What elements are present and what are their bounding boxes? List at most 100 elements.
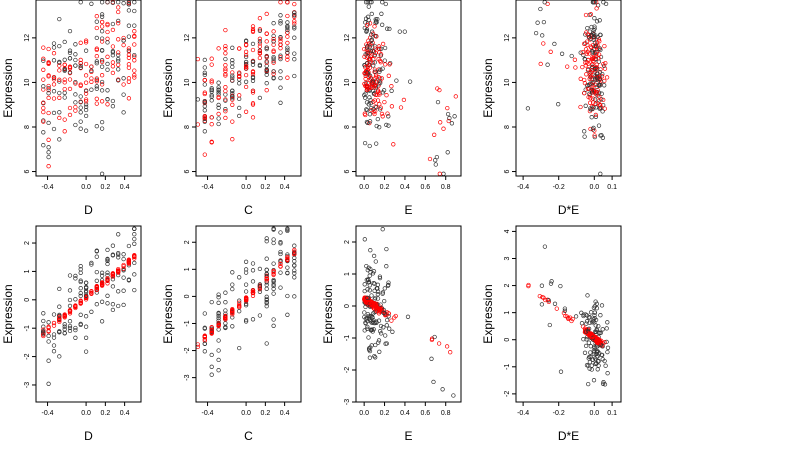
grey-point — [592, 16, 597, 21]
red-point — [67, 77, 73, 82]
grey-point — [591, 32, 596, 37]
red-point — [126, 62, 132, 67]
grey-point — [46, 85, 51, 91]
grey-point — [78, 286, 83, 291]
red-point — [223, 85, 228, 90]
grey-point — [250, 317, 256, 322]
grey-point — [364, 107, 369, 112]
red-point — [126, 79, 132, 84]
grey-point — [394, 78, 399, 83]
red-point — [121, 82, 126, 87]
red-point — [593, 67, 598, 73]
grey-point — [243, 282, 249, 287]
red-point — [41, 333, 46, 339]
red-point — [94, 54, 99, 59]
grey-point — [216, 121, 221, 127]
grey-point — [562, 308, 568, 313]
red-point — [362, 46, 367, 52]
grey-point — [46, 154, 51, 160]
red-point — [603, 60, 608, 66]
grey-point — [46, 145, 51, 150]
grey-point — [41, 324, 46, 329]
red-point — [132, 254, 137, 259]
red-point — [278, 264, 283, 269]
x-tick-label: -0.4 — [42, 184, 54, 191]
red-point — [67, 66, 73, 71]
x-tick-label: 0.1 — [607, 184, 617, 191]
grey-point — [223, 321, 228, 326]
red-point — [99, 39, 105, 44]
red-point — [237, 300, 242, 305]
grey-point — [605, 320, 610, 325]
grey-point — [202, 57, 207, 63]
red-point — [209, 115, 214, 120]
grey-point — [542, 0, 547, 5]
grey-point — [243, 59, 249, 65]
y-tick-label: -2 — [504, 391, 511, 397]
grey-point — [598, 171, 603, 176]
y-tick-label: 12 — [184, 34, 191, 42]
red-point — [548, 49, 553, 54]
grey-point — [78, 119, 83, 124]
grey-point — [83, 293, 89, 298]
grey-point — [57, 286, 62, 292]
red-point — [83, 91, 89, 96]
red-point — [94, 14, 99, 19]
grey-point — [257, 289, 263, 294]
grey-point — [432, 334, 437, 340]
grey-point — [223, 300, 228, 305]
red-point — [584, 51, 590, 56]
red-point — [83, 38, 89, 43]
red-point — [99, 59, 105, 65]
grey-point — [46, 120, 51, 126]
grey-point — [587, 359, 593, 365]
grey-point — [202, 349, 207, 354]
grey-point — [57, 16, 62, 22]
red-point — [292, 14, 297, 19]
grey-point — [383, 333, 388, 338]
grey-point — [271, 279, 276, 284]
grey-point — [384, 246, 389, 252]
red-point — [132, 33, 137, 39]
x-axis-title: D*E — [558, 203, 579, 217]
grey-point — [362, 288, 367, 294]
grey-point — [586, 340, 592, 345]
grey-point — [105, 61, 110, 67]
red-point — [578, 104, 583, 110]
y-tick-label: 6 — [24, 169, 31, 173]
grey-point — [547, 322, 552, 328]
red-point — [46, 164, 51, 169]
grey-point — [121, 76, 126, 81]
grey-point — [230, 96, 235, 101]
grey-point — [83, 314, 89, 319]
red-point — [389, 104, 395, 109]
red-point — [46, 110, 51, 116]
grey-point — [380, 22, 385, 27]
red-point — [230, 97, 235, 102]
grey-point — [368, 314, 373, 319]
red-point — [216, 94, 221, 100]
grey-point — [376, 338, 382, 343]
red-point — [132, 54, 137, 59]
grey-point — [588, 354, 593, 359]
red-point — [285, 54, 290, 59]
x-tick-label: -0.2 — [553, 184, 565, 191]
grey-point — [598, 105, 603, 111]
grey-point — [62, 90, 67, 95]
grey-point — [110, 302, 116, 307]
red-point — [132, 75, 137, 80]
x-tick-label: 0.0 — [81, 410, 91, 417]
red-point — [368, 76, 374, 81]
grey-point — [230, 73, 235, 78]
grey-point — [62, 331, 67, 336]
grey-point — [594, 306, 600, 311]
grey-point — [366, 4, 371, 9]
grey-point — [237, 309, 242, 314]
grey-point — [588, 310, 594, 315]
grey-point — [594, 327, 599, 332]
red-point — [250, 287, 256, 293]
grey-point — [51, 58, 57, 63]
grey-point — [105, 257, 110, 262]
grey-point — [377, 274, 383, 279]
red-point — [588, 75, 593, 80]
